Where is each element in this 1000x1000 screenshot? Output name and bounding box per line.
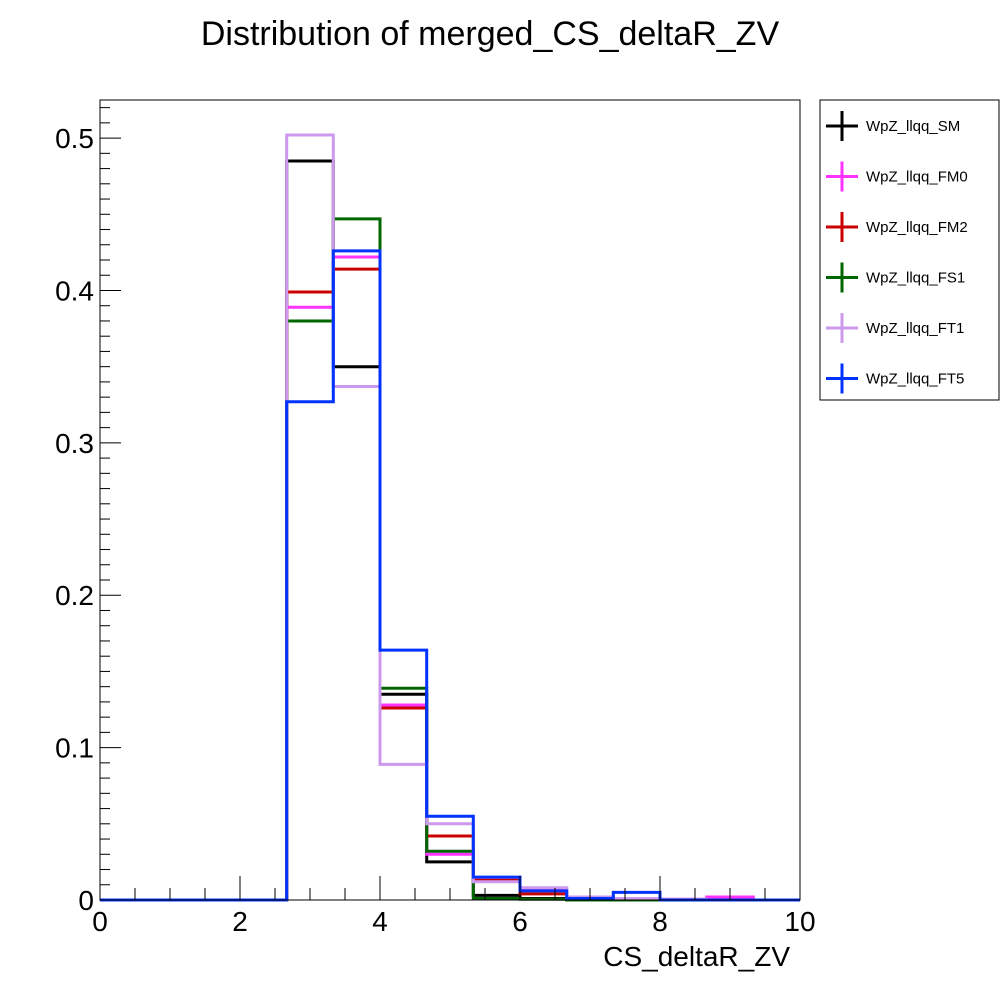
y-tick-label: 0.4 (55, 275, 94, 306)
y-tick-label: 0.5 (55, 123, 94, 154)
y-tick-label: 0 (78, 885, 94, 916)
legend-label: WpZ_llqq_FS1 (866, 270, 965, 287)
legend-entry: WpZ_llqq_FT1 (826, 313, 964, 343)
x-tick-label: 0 (92, 906, 108, 937)
legend: WpZ_llqq_SM WpZ_llqq_FM0 WpZ_llqq_FM2 WpZ_l… (819, 99, 1000, 401)
x-tick-label: 4 (372, 906, 388, 937)
y-axis: 0 0.1 0.2 0.3 0.4 0.5 (55, 107, 121, 916)
y-tick-label: 0.1 (55, 733, 94, 764)
x-axis: 0 2 4 6 8 10 (92, 876, 816, 937)
legend-label: WpZ_llqq_FM2 (866, 219, 968, 236)
y-tick-label: 0.2 (55, 580, 94, 611)
chart-title: Distribution of merged_CS_deltaR_ZV (201, 15, 780, 53)
legend-entry: WpZ_llqq_FM2 (826, 212, 968, 242)
legend-label: WpZ_llqq_FT5 (866, 371, 964, 388)
legend-entry: WpZ_llqq_FM0 (826, 161, 968, 192)
legend-entry: WpZ_llqq_SM (826, 111, 960, 141)
legend-label: WpZ_llqq_FT1 (866, 320, 964, 337)
legend-entry: WpZ_llqq_FT5 (826, 363, 964, 394)
legend-box (819, 99, 1000, 401)
x-tick-label: 6 (512, 906, 528, 937)
y-tick-label: 0.3 (55, 428, 94, 459)
x-tick-label: 8 (652, 906, 668, 937)
legend-label: WpZ_llqq_FM0 (866, 169, 968, 186)
legend-label: WpZ_llqq_SM (866, 118, 960, 135)
x-tick-label: 2 (232, 906, 248, 937)
x-axis-title: CS_deltaR_ZV (603, 941, 790, 972)
x-tick-label: 10 (784, 906, 815, 937)
legend-entry: WpZ_llqq_FS1 (826, 262, 965, 293)
